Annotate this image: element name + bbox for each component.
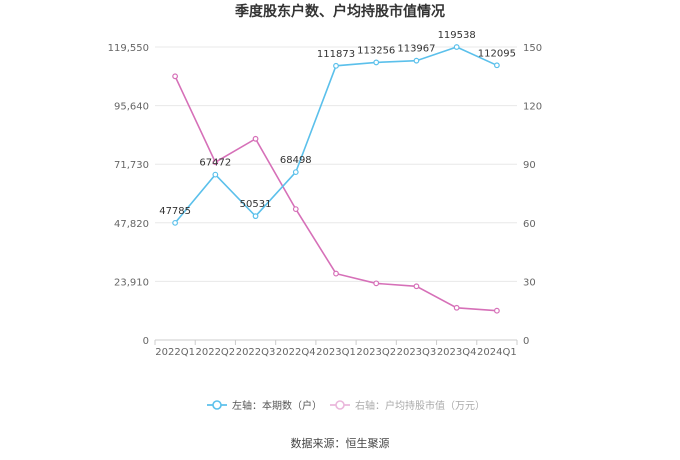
legend-item[interactable]: 左轴：本期数（户）	[207, 399, 322, 412]
data-point	[252, 213, 259, 220]
data-point	[333, 270, 339, 277]
data-point	[292, 169, 299, 176]
x-tick-label: 2023Q1	[316, 347, 356, 358]
right-tick-label: 120	[523, 102, 542, 113]
legend-item[interactable]: 右轴：户均持股市值（万元）	[330, 399, 485, 412]
data-point	[453, 44, 460, 50]
data-point	[172, 73, 179, 80]
left-tick-label: 23,910	[114, 277, 149, 288]
data-label: 50531	[240, 199, 272, 210]
x-tick-label: 2022Q3	[236, 347, 276, 358]
grid	[155, 46, 517, 341]
data-point	[493, 307, 500, 314]
x-tick-label: 2022Q4	[276, 347, 316, 358]
data-point	[252, 135, 259, 142]
x-tick-label: 2023Q3	[397, 347, 437, 358]
left-tick-label: 119,550	[108, 43, 149, 54]
data-point	[493, 62, 500, 69]
data-point	[413, 283, 420, 290]
right-tick-label: 150	[523, 43, 542, 54]
x-tick-label: 2022Q2	[195, 347, 235, 358]
data-point	[212, 171, 219, 178]
data-label: 68498	[280, 155, 312, 166]
data-label: 113967	[397, 44, 435, 55]
data-point	[172, 219, 179, 226]
series-layer	[172, 44, 500, 314]
data-point	[373, 59, 380, 66]
data-label: 111873	[317, 49, 355, 60]
x-tick-label: 2024Q1	[477, 347, 517, 358]
data-label: 67472	[199, 158, 231, 169]
data-point	[333, 62, 339, 69]
series-line	[174, 46, 498, 224]
legend-marker-icon	[335, 400, 345, 410]
data-point	[292, 206, 299, 213]
right-tick-label: 30	[523, 277, 536, 288]
left-tick-label: 71,730	[114, 160, 149, 171]
right-tick-label: 0	[523, 336, 529, 347]
left-axis: 0 23,910 47,820 71,730 95,640 119,550	[108, 43, 149, 347]
data-point	[212, 159, 219, 166]
legend[interactable]: 左轴：本期数（户） 右轴：户均持股市值（万元）	[207, 399, 485, 412]
left-tick-label: 47,820	[114, 219, 149, 230]
left-tick-label: 0	[143, 336, 149, 347]
right-tick-label: 60	[523, 219, 536, 230]
legend-label: 左轴：本期数（户）	[232, 399, 322, 412]
x-axis: 2022Q1 2022Q2 2022Q3 2022Q4 2023Q1 2023Q2 2023…	[154, 340, 518, 358]
left-tick-label: 95,640	[114, 102, 149, 113]
x-tick-label: 2023Q2	[356, 347, 396, 358]
data-point	[413, 57, 420, 64]
right-axis: 0 30 60 90 120 150	[523, 43, 542, 347]
source-note: 数据来源：恒生聚源	[291, 436, 390, 450]
data-label: 113256	[357, 45, 395, 56]
data-label: 47785	[159, 206, 191, 217]
legend-label: 右轴：户均持股市值（万元）	[355, 399, 485, 412]
data-label: 112095	[478, 48, 516, 59]
data-label: 119538	[438, 30, 476, 41]
chart-title: 季度股东户数、户均持股市值情况	[234, 3, 445, 20]
data-point	[373, 280, 380, 287]
legend-marker-icon	[212, 400, 222, 410]
x-tick-label: 2022Q1	[155, 347, 195, 358]
x-tick-label: 2023Q4	[437, 347, 477, 358]
data-point	[453, 304, 460, 311]
right-tick-label: 90	[523, 160, 536, 171]
